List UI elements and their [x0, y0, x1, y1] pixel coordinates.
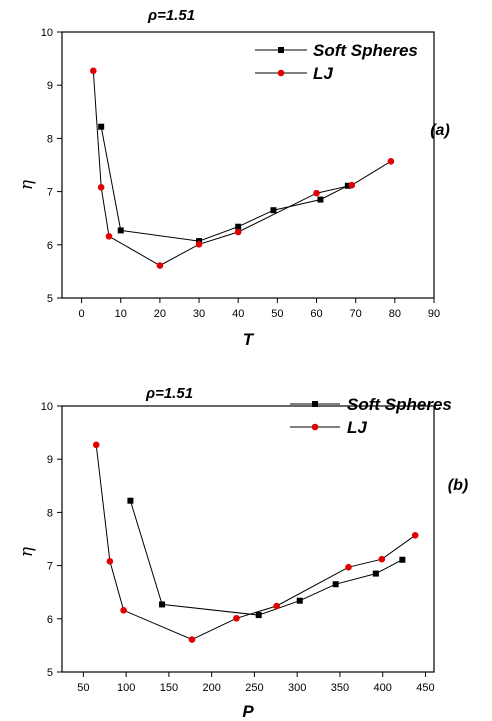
x-tick-label: 40: [232, 308, 244, 320]
legend-marker-circle: [277, 69, 285, 77]
data-point-circle: [105, 232, 113, 240]
data-point-square: [317, 196, 324, 203]
x-axis-title: T: [243, 330, 255, 349]
x-tick-label: 50: [77, 682, 89, 694]
chart-title: ρ=1.51: [145, 385, 193, 402]
legend-marker-square: [312, 401, 318, 407]
data-point-circle: [273, 602, 280, 610]
legend-label: Soft Spheres: [313, 41, 418, 60]
chart-panel-b: 50 100 150 200 250 300 350 400 450 5 6 7 8 9 10 Pη ρ=1.5…: [17, 385, 468, 721]
series-lj: [92, 441, 419, 643]
y-tick-label: 10: [41, 401, 53, 413]
x-tick-label: 300: [288, 682, 306, 694]
series-soft-spheres: [127, 497, 406, 619]
panel-label: (b): [448, 477, 468, 494]
panel-label: (a): [430, 122, 450, 139]
y-tick-label: 9: [47, 454, 53, 466]
x-tick-label: 450: [416, 682, 434, 694]
data-point-circle: [345, 563, 352, 571]
x-tick-label: 350: [331, 682, 349, 694]
legend-entry: LJ: [255, 64, 333, 83]
data-point-square: [296, 597, 303, 604]
x-tick-label: 20: [154, 308, 166, 320]
y-tick-label: 5: [47, 667, 53, 679]
data-point-circle: [90, 67, 97, 75]
data-point-circle: [348, 181, 356, 189]
data-point-square: [127, 497, 134, 504]
x-tick-label: 100: [117, 682, 135, 694]
legend-label: LJ: [347, 418, 367, 437]
data-point-circle: [97, 184, 105, 191]
data-point-circle: [188, 636, 196, 643]
x-tick-label: 400: [374, 682, 392, 694]
y-axis-title: η: [17, 179, 37, 190]
y-tick-label: 8: [47, 133, 53, 145]
data-point-circle: [120, 606, 127, 614]
series-line: [129, 500, 403, 616]
y-tick-label: 7: [47, 561, 53, 573]
data-point-square: [98, 123, 105, 130]
data-point-square: [332, 581, 339, 588]
chart-panel-a: 0 10 20 30 40 50 60 70 80 90 5 6 7 8 9 10 Tη ρ=1.51 (a) Sof…: [17, 7, 450, 349]
x-tick-label: 250: [245, 682, 263, 694]
legend-label: LJ: [313, 64, 333, 83]
x-tick-label: 50: [271, 308, 283, 320]
y-tick-label: 6: [47, 240, 53, 252]
y-tick-label: 6: [47, 614, 53, 626]
x-tick-label: 0: [79, 308, 85, 320]
data-point-circle: [313, 189, 320, 197]
data-point-circle: [92, 441, 100, 449]
x-tick-label: 90: [428, 308, 440, 320]
data-point-circle: [233, 614, 240, 622]
x-tick-label: 30: [193, 308, 205, 320]
series-lj: [90, 67, 395, 269]
legend-entry: LJ: [290, 418, 367, 437]
data-point-square: [117, 227, 124, 234]
legend-label: Soft Spheres: [347, 395, 452, 414]
x-tick-label: 60: [310, 308, 322, 320]
series-soft-spheres: [98, 123, 351, 245]
x-tick-label: 80: [389, 308, 401, 320]
data-point-circle: [195, 240, 203, 248]
data-point-square: [399, 556, 406, 563]
plot-frame: [61, 31, 435, 299]
x-tick-label: 10: [115, 308, 127, 320]
x-tick-label: 70: [350, 308, 362, 320]
y-tick-label: 8: [47, 507, 53, 519]
data-point-circle: [411, 531, 419, 539]
data-point-square: [235, 223, 242, 230]
y-axis-title: η: [17, 546, 37, 557]
x-axis-title: P: [242, 702, 254, 721]
series-line: [95, 444, 416, 641]
data-point-circle: [156, 262, 164, 269]
legend-entry: Soft Spheres: [255, 41, 418, 60]
data-point-square: [255, 612, 262, 619]
legend-marker-square: [278, 47, 284, 53]
x-tick-label: 200: [202, 682, 220, 694]
series-line: [100, 126, 349, 242]
data-point-circle: [106, 558, 114, 565]
x-tick-label: 150: [160, 682, 178, 694]
chart-title: ρ=1.51: [147, 7, 195, 24]
legend-marker-circle: [311, 423, 319, 431]
plot-frame: [61, 405, 435, 673]
series-line: [92, 70, 392, 267]
y-tick-label: 7: [47, 187, 53, 199]
y-tick-label: 5: [47, 293, 53, 305]
y-tick-label: 9: [47, 80, 53, 92]
y-tick-label: 10: [41, 27, 53, 39]
data-point-circle: [378, 555, 386, 563]
data-point-square: [270, 207, 277, 214]
data-point-square: [372, 570, 379, 577]
data-point-circle: [234, 228, 242, 236]
data-point-circle: [387, 157, 395, 165]
legend-entry: Soft Spheres: [290, 395, 452, 414]
data-point-square: [159, 601, 166, 608]
